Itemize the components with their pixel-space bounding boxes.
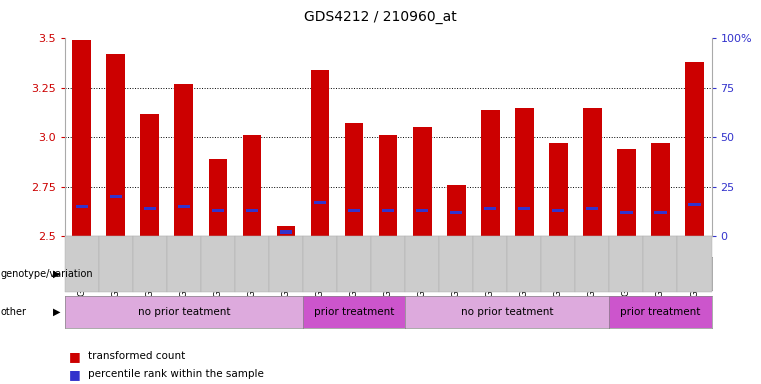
Bar [651, 143, 670, 236]
Text: ▶: ▶ [53, 307, 61, 317]
Bar [212, 209, 224, 212]
Text: prior treatment: prior treatment [620, 307, 701, 317]
Bar [310, 70, 330, 236]
Text: no prior teatment: no prior teatment [138, 307, 230, 317]
Bar [345, 123, 364, 236]
Bar [243, 135, 261, 236]
Bar [107, 54, 125, 236]
Bar [484, 207, 496, 210]
Bar [586, 207, 598, 210]
Bar [276, 226, 295, 236]
Bar [450, 211, 462, 214]
Bar [348, 209, 360, 212]
Bar [314, 201, 326, 204]
Bar [689, 203, 701, 206]
Bar [379, 135, 397, 236]
Text: ■: ■ [68, 350, 80, 363]
Bar [518, 207, 530, 210]
Bar [620, 211, 632, 214]
Bar [246, 209, 258, 212]
Bar [174, 84, 193, 236]
Bar [209, 159, 228, 236]
Bar [617, 149, 635, 236]
Text: ▶: ▶ [53, 268, 61, 279]
Bar [549, 143, 568, 236]
Bar [75, 205, 88, 208]
Text: genotype/variation: genotype/variation [1, 268, 94, 279]
Bar [481, 109, 500, 236]
Bar [416, 209, 428, 212]
Text: ■: ■ [68, 368, 80, 381]
Text: percentile rank within the sample: percentile rank within the sample [88, 369, 263, 379]
Bar [110, 195, 122, 199]
Text: transformed count: transformed count [88, 351, 185, 361]
Bar [412, 127, 431, 236]
Bar [552, 209, 565, 212]
Bar [72, 40, 91, 236]
Bar [447, 185, 466, 236]
Text: other: other [1, 307, 27, 317]
Bar [515, 108, 533, 236]
Bar [144, 207, 156, 210]
Bar [141, 114, 159, 236]
Text: no prior teatment: no prior teatment [461, 307, 553, 317]
Text: prior treatment: prior treatment [314, 307, 394, 317]
Bar [654, 211, 667, 214]
Bar [583, 108, 602, 236]
Text: del11q: del11q [215, 267, 255, 280]
Bar [280, 230, 292, 234]
Bar [382, 209, 394, 212]
Text: non-del11q: non-del11q [525, 267, 592, 280]
Text: GDS4212 / 210960_at: GDS4212 / 210960_at [304, 10, 457, 23]
Bar [178, 205, 190, 208]
Bar [685, 62, 704, 236]
